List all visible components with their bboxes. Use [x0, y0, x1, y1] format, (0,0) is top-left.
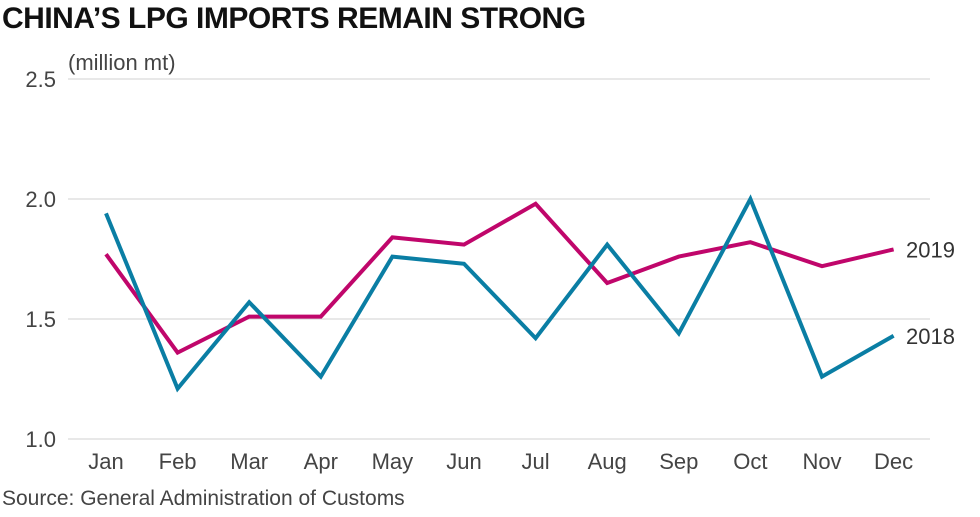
y-tick-label: 1.5: [25, 307, 56, 332]
x-tick-label: Mar: [230, 449, 268, 474]
chart-title: CHINA’S LPG IMPORTS REMAIN STRONG: [2, 2, 586, 35]
x-tick-label: Aug: [588, 449, 627, 474]
x-tick-label: Sep: [659, 449, 698, 474]
x-tick-label: Feb: [159, 449, 197, 474]
gridlines: [68, 78, 930, 440]
y-tick-label: 1.0: [25, 427, 56, 452]
x-tick-label: Jul: [522, 449, 550, 474]
x-tick-label: Nov: [802, 449, 841, 474]
x-tick-label: Jan: [88, 449, 123, 474]
y-tick-label: 2.5: [25, 67, 56, 92]
y-axis-ticks: 1.0 1.5 2.0 2.5: [25, 67, 56, 452]
source-note: Source: General Administration of Custom…: [2, 487, 405, 510]
series-label-2019: 2019: [906, 237, 955, 262]
x-tick-label: Oct: [733, 449, 767, 474]
series-lines: [104, 194, 895, 393]
x-tick-label: Dec: [874, 449, 913, 474]
x-tick-label: Jun: [446, 449, 481, 474]
y-tick-label: 2.0: [25, 187, 56, 212]
series-line-2019: [104, 201, 895, 356]
x-axis-ticks: Jan Feb Mar Apr May Jun Jul Aug Sep Oct Nov Dec: [88, 449, 913, 474]
series-labels: 2019 2018: [906, 237, 955, 348]
series-line-2018: [104, 194, 895, 393]
x-tick-label: May: [372, 449, 414, 474]
y-axis-unit-label: (million mt): [68, 50, 176, 75]
series-label-2018: 2018: [906, 324, 955, 349]
x-tick-label: Apr: [304, 449, 338, 474]
